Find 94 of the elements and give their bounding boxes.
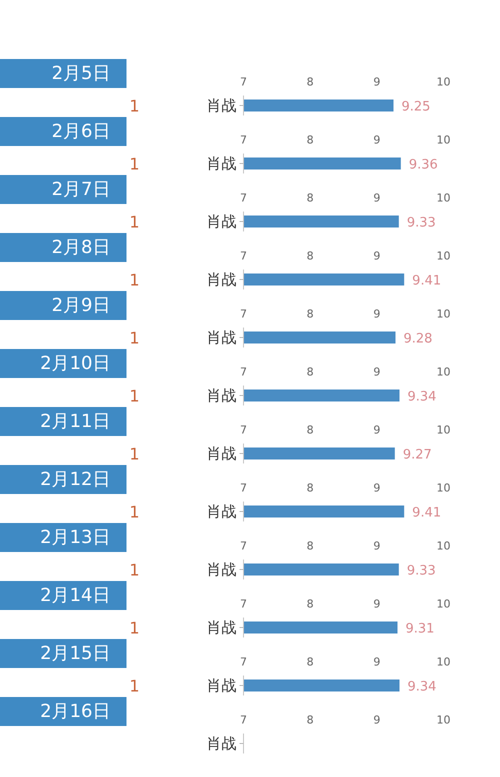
x-tick-label: 10 — [436, 598, 450, 610]
y-tick-label: 肖战 — [206, 96, 236, 114]
text: 2月14日 — [40, 585, 111, 606]
text: 2月15日 — [40, 643, 111, 664]
text: 2月8日 — [52, 237, 110, 258]
x-tick-label: 8 — [306, 134, 314, 146]
text: 2月12日 — [40, 469, 111, 490]
y-tick-label: 肖战 — [206, 560, 236, 578]
x-tick-label: 8 — [306, 540, 314, 552]
x-tick-label: 9 — [373, 308, 380, 320]
data-label: 9.27 — [402, 448, 432, 462]
x-tick-label: 10 — [436, 250, 450, 262]
text: 2月13日 — [40, 527, 111, 548]
y-tick-label: 肖战 — [206, 734, 236, 752]
text: 1 — [129, 328, 140, 348]
y-tick-label: 肖战 — [206, 154, 236, 172]
y-tick-label: 肖战 — [206, 386, 236, 404]
x-tick-label: 8 — [306, 656, 314, 668]
x-tick-label: 7 — [240, 192, 247, 204]
data-label: 9.41 — [412, 506, 442, 520]
x-tick-label: 9 — [373, 540, 380, 552]
data-label: 9.31 — [406, 622, 434, 636]
x-tick-label: 7 — [240, 540, 247, 552]
y-tick-label: 肖战 — [206, 444, 236, 462]
x-tick-label: 8 — [306, 714, 314, 726]
data-label: 9.34 — [408, 390, 436, 404]
x-tick-label: 9 — [373, 250, 380, 262]
x-tick-label: 9 — [373, 424, 380, 436]
text: 1 — [129, 154, 140, 174]
x-tick-label: 10 — [436, 656, 450, 668]
x-tick-label: 10 — [436, 192, 450, 204]
x-tick-label: 7 — [240, 366, 247, 378]
text: 1 — [129, 560, 140, 580]
x-tick-label: 10 — [436, 482, 450, 494]
x-tick-label: 7 — [240, 656, 247, 668]
text: 2月11日 — [40, 411, 111, 432]
x-tick-label: 9 — [373, 76, 380, 88]
y-tick-label: 肖战 — [206, 328, 236, 346]
text: 1 — [129, 676, 140, 696]
x-tick-label: 7 — [240, 76, 247, 88]
text: 1 — [129, 386, 140, 406]
x-tick-label: 9 — [373, 482, 380, 494]
text: 2月10日 — [40, 353, 111, 374]
text: 2月5日 — [52, 63, 110, 84]
text: 2月16日 — [40, 701, 111, 722]
text: 1 — [129, 212, 140, 232]
x-tick-label: 8 — [306, 366, 314, 378]
data-label: 9.34 — [408, 680, 436, 694]
text: 1 — [129, 96, 140, 116]
data-label: 9.33 — [406, 216, 436, 230]
y-tick-label: 肖战 — [206, 212, 236, 230]
y-tick-label: 肖战 — [206, 676, 236, 694]
x-tick-label: 7 — [240, 134, 247, 146]
data-label: 9.33 — [406, 564, 436, 578]
x-tick-label: 8 — [306, 598, 314, 610]
x-tick-label: 8 — [306, 76, 314, 88]
y-tick-label: 肖战 — [206, 618, 236, 636]
y-tick-label: 肖战 — [206, 270, 236, 288]
x-tick-label: 8 — [306, 250, 314, 262]
x-tick-label: 9 — [373, 366, 380, 378]
x-tick-label: 10 — [436, 424, 450, 436]
text: 1 — [129, 502, 140, 522]
x-tick-label: 8 — [306, 482, 314, 494]
x-tick-label: 9 — [373, 656, 380, 668]
x-tick-label: 9 — [373, 134, 380, 146]
x-tick-label: 10 — [436, 366, 450, 378]
data-label: 9.28 — [404, 332, 432, 346]
text: 1 — [129, 444, 140, 464]
x-tick-label: 7 — [240, 598, 247, 610]
data-label: 9.36 — [408, 158, 438, 172]
text: 1 — [129, 618, 140, 638]
x-tick-label: 9 — [373, 714, 380, 726]
text: 2月9日 — [52, 295, 110, 316]
x-tick-label: 7 — [240, 714, 247, 726]
x-tick-label: 7 — [240, 482, 247, 494]
text: 1 — [129, 270, 140, 290]
x-tick-label: 10 — [436, 134, 450, 146]
x-tick-label: 8 — [306, 308, 314, 320]
y-tick-label: 肖战 — [206, 502, 236, 520]
data-label: 9.25 — [402, 100, 430, 114]
data-label: 9.41 — [412, 274, 442, 288]
x-tick-label: 10 — [436, 76, 450, 88]
x-tick-label: 7 — [240, 308, 247, 320]
x-tick-label: 10 — [436, 714, 450, 726]
text: 2月6日 — [52, 121, 110, 142]
x-tick-label: 10 — [436, 308, 450, 320]
x-tick-label: 10 — [436, 540, 450, 552]
x-tick-label: 8 — [306, 424, 314, 436]
x-tick-label: 7 — [240, 424, 247, 436]
text: 2月7日 — [52, 179, 110, 200]
x-tick-label: 7 — [240, 250, 247, 262]
x-tick-label: 9 — [373, 598, 380, 610]
x-tick-label: 9 — [373, 192, 380, 204]
x-tick-label: 8 — [306, 192, 314, 204]
